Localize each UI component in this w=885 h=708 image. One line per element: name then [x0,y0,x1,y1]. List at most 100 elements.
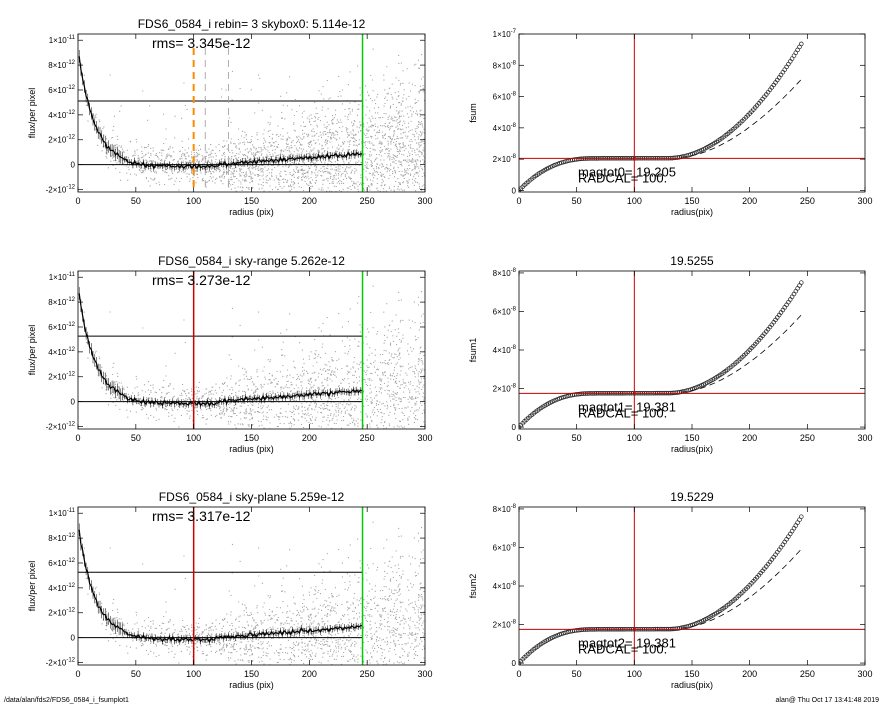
scatter-points [83,48,425,192]
profile-line [78,56,363,171]
x-tick-label: 0 [75,669,80,679]
y-tick-label: 2×10-12 [48,608,75,618]
chart-title: FDS6_0584_i sky-range 5.262e-12 [158,254,345,268]
x-axis-label: radius (pix) [229,680,274,690]
y-tick-label: 0 [512,186,517,195]
y-tick-label: 6×10-8 [493,92,517,102]
chart-title: FDS6_0584_i rebin= 3 skybox0: 5.114e-12 [138,17,366,31]
x-tick-label: 300 [417,669,432,679]
y-tick-label: 8×10-12 [48,297,75,307]
magtot-label: magtot2= 19.381 [578,635,676,650]
y-tick-label: 6×10-12 [48,322,75,332]
dashed-curve [680,548,802,629]
x-tick-label: 0 [516,669,521,679]
rms-annotation: rms= 3.345e-12 [152,35,251,51]
y-axis-label: fsum [468,103,478,123]
radcal-label: RADCAL= 100. [578,641,667,656]
x-tick-label: 300 [857,669,872,679]
x-tick-label: 50 [131,196,141,206]
x-axis-label: radius (pix) [229,444,274,454]
x-tick-label: 50 [572,669,582,679]
y-tick-label: 8×10-8 [493,268,517,278]
plot-frame [518,270,866,430]
x-axis-label: radius (pix) [229,207,274,217]
chart-title: FDS6_0584_i sky-plane 5.259e-12 [159,490,345,504]
x-tick-label: 300 [857,433,872,443]
y-tick-label: 8×10-12 [48,60,75,70]
y-tick-label: 8×10-8 [493,504,517,514]
x-tick-label: 50 [572,196,582,206]
y-tick-label: 6×10-8 [493,542,517,552]
profile-line [78,529,363,644]
y-tick-label: 2×10-12 [48,135,75,145]
plot-frame [518,33,866,193]
y-tick-label: 1×10-11 [49,272,76,282]
y-tick-label: 0 [71,161,76,170]
x-tick-label: 300 [417,196,432,206]
x-axis-label: radius(pix) [671,444,713,454]
y-tick-label: 1×10-7 [493,29,517,39]
y-tick-label: 2×10-8 [493,384,517,394]
x-tick-label: 150 [244,433,259,443]
x-tick-label: 50 [572,433,582,443]
scatter-points [83,285,425,429]
x-axis-label: radius(pix) [671,207,713,217]
x-tick-label: 100 [627,196,642,206]
profile-error-bars [78,50,363,172]
chart-panel-5: rms= 3.317e-12 0 50 100 150 200 250 300 -2×10-12… [27,490,433,690]
rms-annotation: rms= 3.273e-12 [152,272,251,288]
plot-area [519,34,865,192]
dashed-curve [680,314,802,393]
y-tick-label: 8×10-8 [493,60,517,70]
y-tick-label: 1×10-11 [49,35,76,45]
x-tick-label: 200 [302,433,317,443]
y-tick-label: 4×10-8 [493,123,517,133]
x-tick-label: 250 [360,433,375,443]
y-tick-label: 1×10-11 [49,508,76,518]
plot-area [78,34,425,192]
chart-title: 19.5229 [670,490,714,504]
x-tick-label: 250 [800,196,815,206]
y-tick-label: 2×10-8 [493,620,517,630]
x-tick-label: 150 [684,196,699,206]
x-tick-label: 300 [417,433,432,443]
dashed-curve [680,78,802,158]
y-tick-label: 8×10-12 [48,533,75,543]
x-tick-label: 0 [75,433,80,443]
plot-area [78,271,425,429]
y-tick-label: 2×10-8 [493,154,517,164]
x-tick-label: 200 [742,433,757,443]
y-axis-label: flux/per pixel [27,561,37,612]
radcal-label: RADCAL= 100. [578,170,667,185]
y-tick-label: -2×10-12 [46,185,76,195]
radcal-label: RADCAL= 100. [578,405,667,420]
plot-area [78,507,425,665]
y-tick-label: 0 [71,634,76,643]
y-tick-label: 4×10-12 [48,347,75,357]
y-axis-label: flux/per pixel [27,325,37,376]
chart-panel-1: rms= 3.345e-12 0 50 100 150 200 250 300 -2×10-12… [27,17,433,217]
x-tick-label: 150 [684,669,699,679]
x-tick-label: 100 [186,196,201,206]
footer-user-timestamp: alan@ Thu Oct 17 13:41:48 2019 [775,697,880,704]
x-tick-label: 200 [302,196,317,206]
plot-frame [518,506,866,666]
y-tick-label: -2×10-12 [46,658,76,668]
footer-file-path: /data/alan/fds2/FDS6_0584_i_fsumplot1 [4,697,129,704]
x-tick-label: 0 [75,196,80,206]
x-tick-label: 150 [684,433,699,443]
y-tick-label: 4×10-8 [493,581,517,591]
x-tick-label: 100 [186,433,201,443]
x-tick-label: 200 [742,669,757,679]
magtot-label: magtot0= 19.205 [578,164,676,179]
x-tick-label: 50 [131,433,141,443]
y-axis-label: fsum1 [468,338,478,363]
x-tick-label: 100 [627,433,642,443]
x-tick-label: 200 [742,196,757,206]
plot-area [519,507,865,665]
x-tick-label: 0 [516,196,521,206]
